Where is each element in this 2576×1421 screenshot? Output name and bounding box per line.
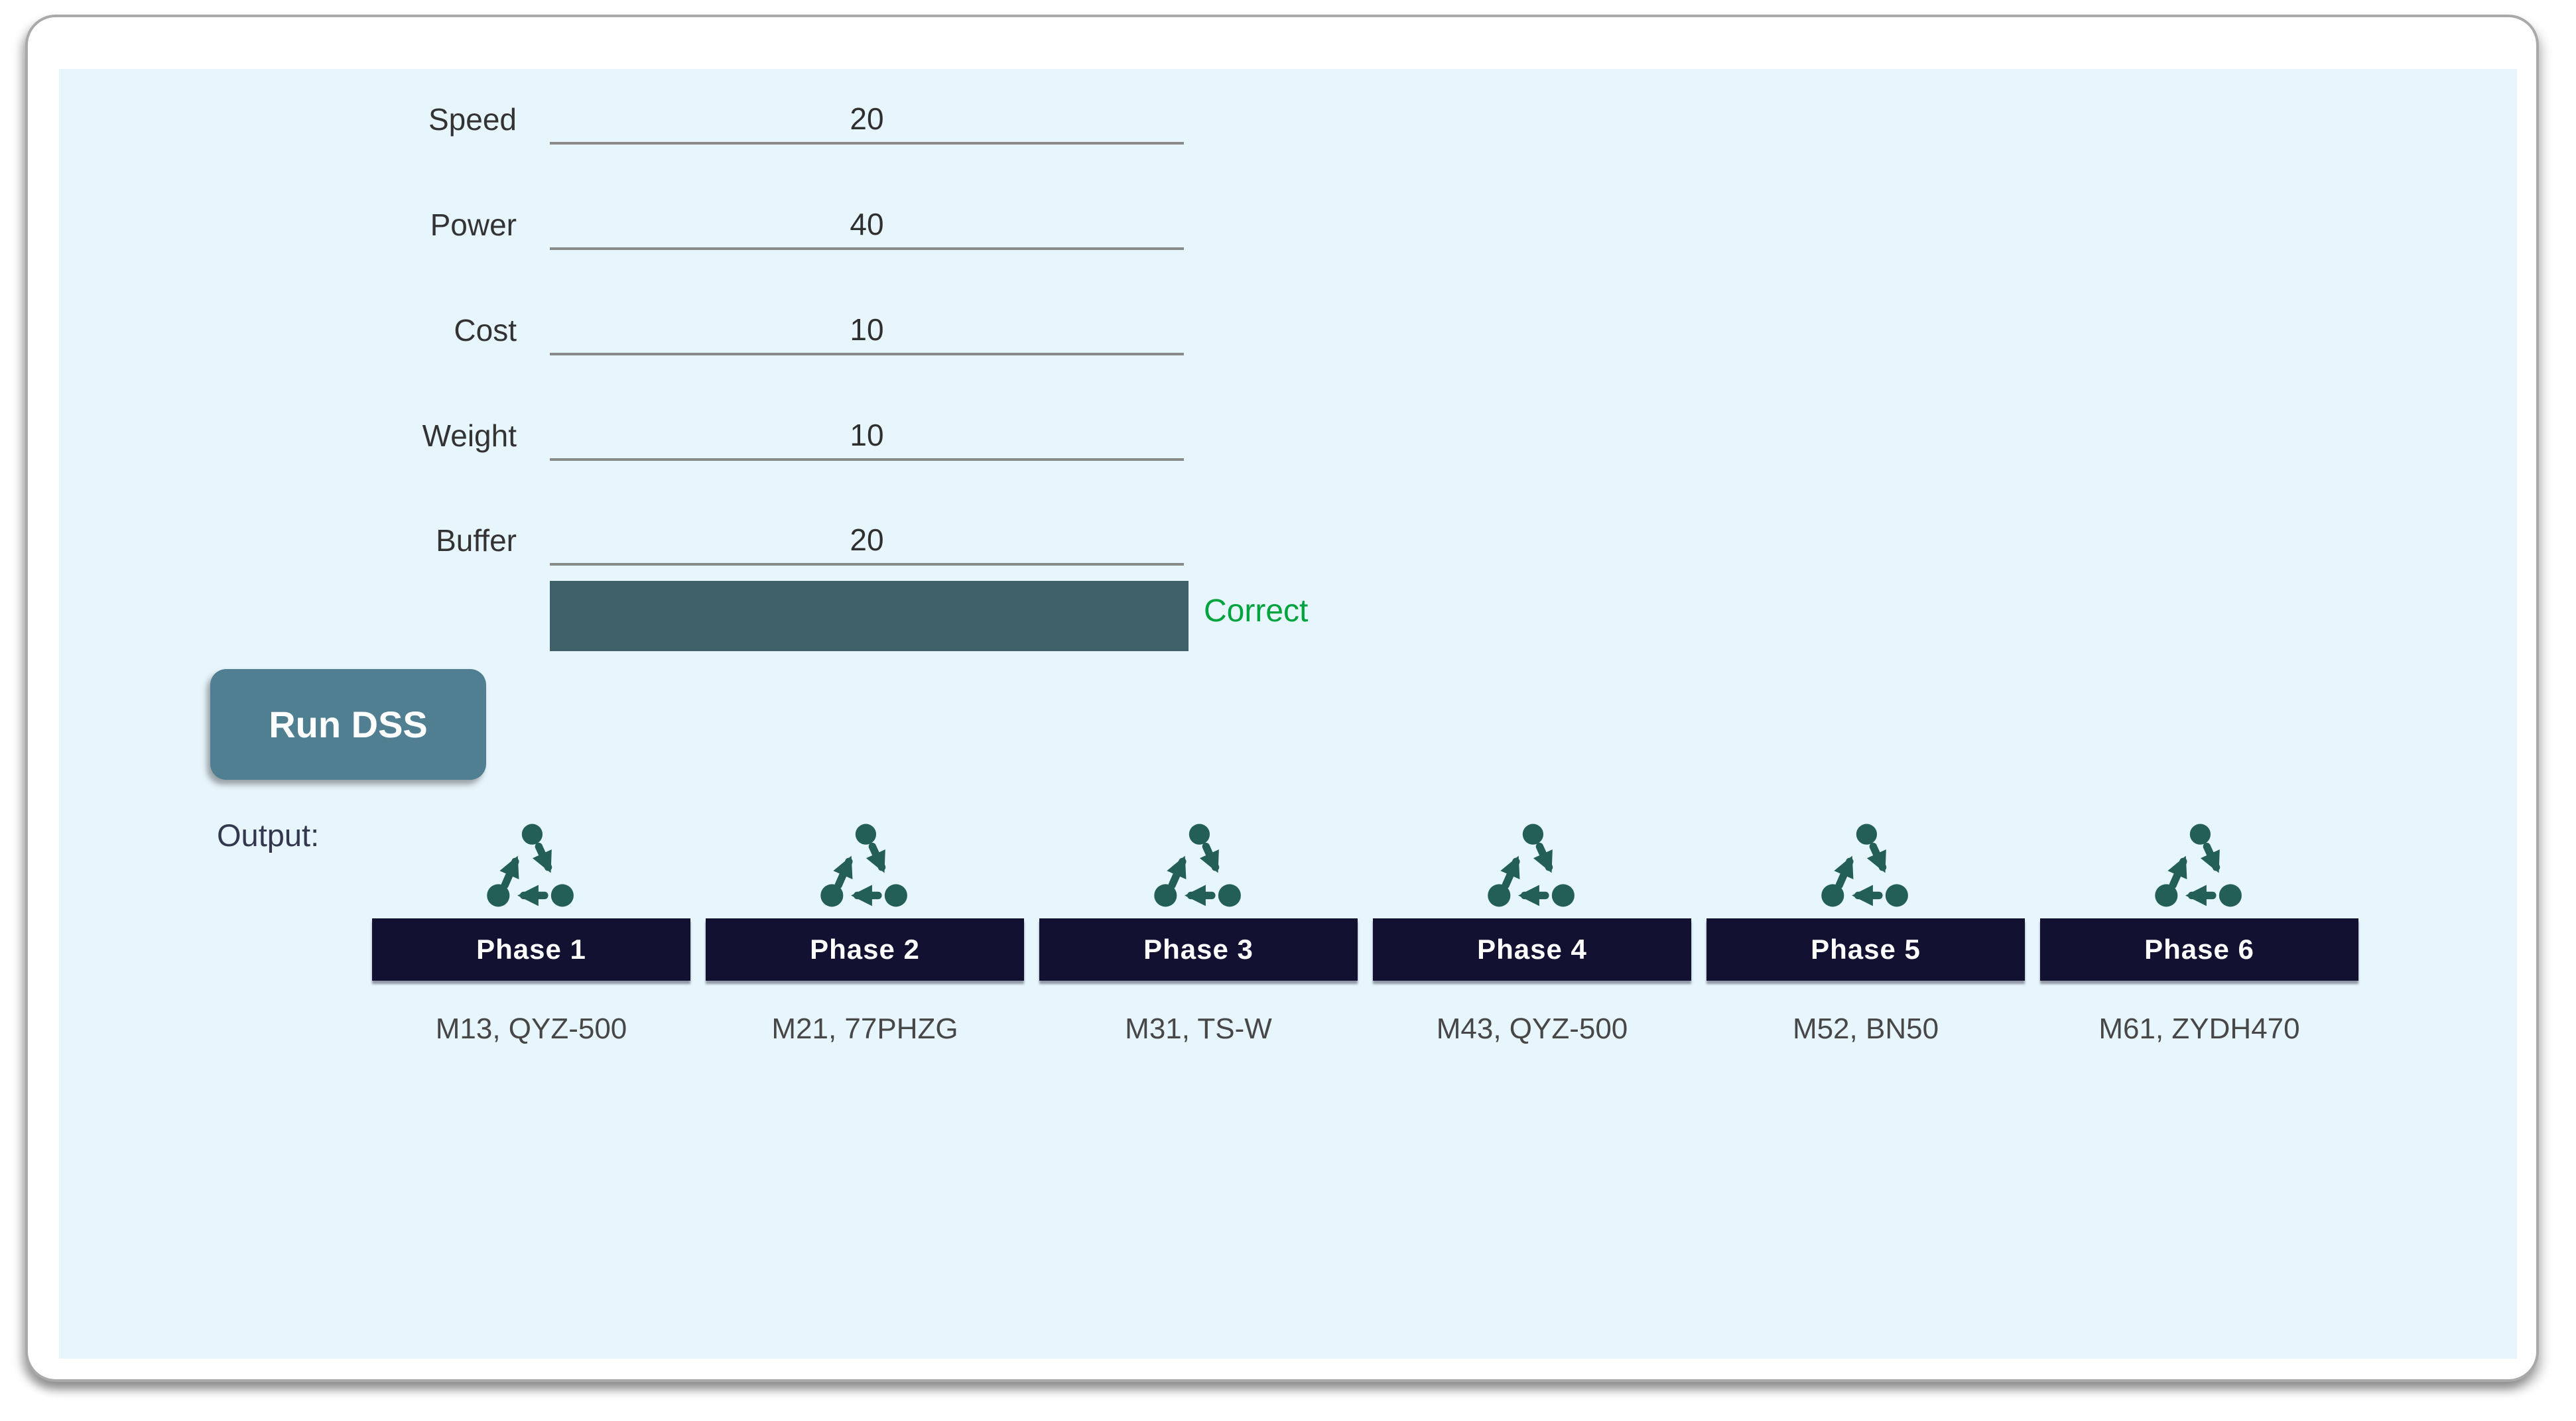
status-correct-label: Correct [1204, 593, 1309, 629]
process-cycle-icon [1819, 817, 1913, 914]
phase-label: Phase 1 [476, 934, 586, 965]
output-label: Output: [217, 818, 320, 853]
process-cycle-icon [1151, 817, 1246, 914]
phase-code: M43, QYZ-500 [1436, 1013, 1628, 1045]
phase-box: Phase 1 [372, 918, 690, 981]
phase-column-5: Phase 5 M52, BN50 [1707, 817, 2025, 1046]
app-card: Speed Power Cost Weight Buffer Correct R… [25, 15, 2539, 1382]
phase-label: Phase 4 [1477, 934, 1587, 965]
phase-column-2: Phase 2 M21, 77PHZG [706, 817, 1024, 1046]
process-cycle-icon [484, 817, 578, 914]
phase-box: Phase 6 [2040, 918, 2358, 981]
phase-code: M21, 77PHZG [771, 1013, 958, 1045]
process-cycle-icon [1485, 817, 1579, 914]
speed-input[interactable] [550, 95, 1184, 145]
phase-label: Phase 3 [1143, 934, 1254, 965]
power-label: Power [430, 208, 517, 242]
cost-input[interactable] [550, 306, 1184, 355]
run-dss-button[interactable]: Run DSS [210, 669, 486, 780]
phase-code: M61, ZYDH470 [2098, 1013, 2300, 1045]
phase-column-4: Phase 4 M43, QYZ-500 [1373, 817, 1691, 1046]
phase-box: Phase 3 [1039, 918, 1358, 981]
phase-box: Phase 4 [1373, 918, 1691, 981]
speed-label: Speed [428, 102, 517, 137]
form-row-speed: Speed [59, 95, 1187, 145]
buffer-label: Buffer [436, 523, 517, 558]
validation-bar [550, 581, 1189, 651]
form-row-cost: Cost [59, 306, 1187, 355]
process-cycle-icon [2152, 817, 2246, 914]
phase-box: Phase 2 [706, 918, 1024, 981]
dss-panel: Speed Power Cost Weight Buffer Correct R… [59, 69, 2517, 1359]
phase-label: Phase 6 [2144, 934, 2254, 965]
phase-label: Phase 2 [810, 934, 920, 965]
phase-box: Phase 5 [1707, 918, 2025, 981]
process-cycle-icon [818, 817, 912, 914]
form-row-buffer: Buffer [59, 517, 1187, 566]
weight-input[interactable] [550, 412, 1184, 461]
phase-code: M52, BN50 [1792, 1013, 1939, 1045]
phase-code: M13, QYZ-500 [435, 1013, 627, 1045]
phase-column-6: Phase 6 M61, ZYDH470 [2040, 817, 2358, 1046]
weight-label: Weight [422, 418, 517, 453]
phase-label: Phase 5 [1811, 934, 1921, 965]
power-input[interactable] [550, 201, 1184, 250]
phase-column-1: Phase 1 M13, QYZ-500 [372, 817, 690, 1046]
form-row-power: Power [59, 201, 1187, 250]
phase-code: M31, TS-W [1125, 1013, 1272, 1045]
buffer-input[interactable] [550, 517, 1184, 566]
form-row-weight: Weight [59, 412, 1187, 461]
phase-column-3: Phase 3 M31, TS-W [1039, 817, 1358, 1046]
cost-label: Cost [454, 313, 517, 347]
